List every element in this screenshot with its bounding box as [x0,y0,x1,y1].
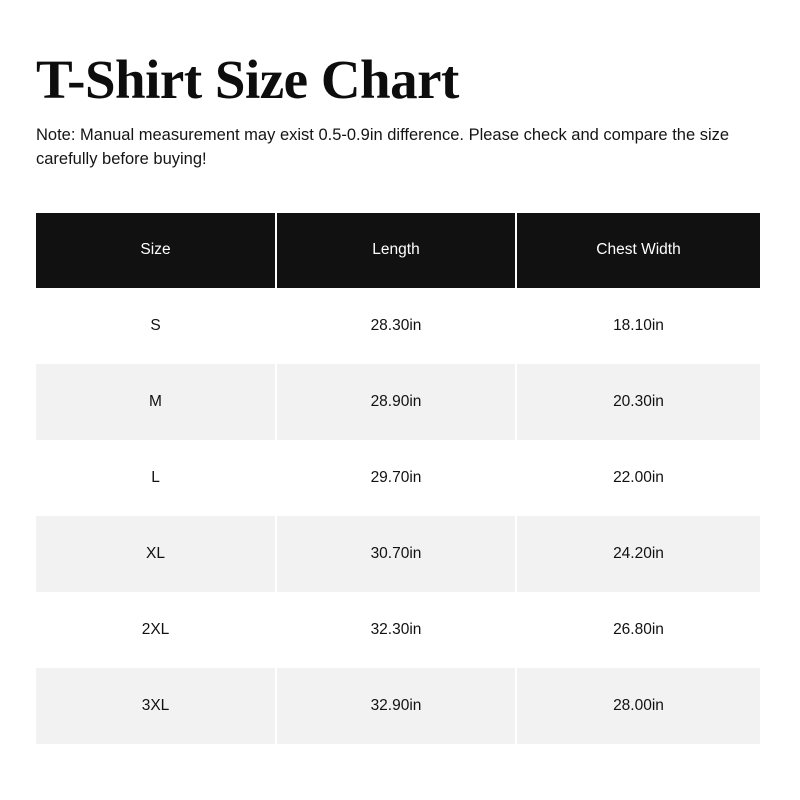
measurement-note: Note: Manual measurement may exist 0.5-0… [36,126,730,168]
cell-length: 32.30in [276,591,517,668]
table-row: 3XL 32.90in 28.00in [36,667,760,744]
cell-length: 28.90in [276,363,517,440]
table-row: S 28.30in 18.10in [36,287,760,364]
cell-chest-width: 22.00in [516,439,760,516]
table-row: 2XL 32.30in 26.80in [36,591,760,668]
table-row: L 29.70in 22.00in [36,439,760,516]
column-header-chest-width: Chest Width [516,212,760,288]
cell-chest-width: 28.00in [516,667,760,744]
cell-size: L [36,439,277,516]
size-chart-table: Size Length Chest Width S 28.30in 18.10i… [36,212,760,744]
table-header-row: Size Length Chest Width [36,212,760,288]
column-header-size: Size [36,212,277,288]
table-body: S 28.30in 18.10in M 28.90in 20.30in L 29… [36,287,760,744]
cell-length: 32.90in [276,667,517,744]
table-row: XL 30.70in 24.20in [36,515,760,592]
column-header-length: Length [276,212,517,288]
cell-length: 29.70in [276,439,517,516]
cell-size: 3XL [36,667,277,744]
cell-size: M [36,363,277,440]
cell-size: XL [36,515,277,592]
cell-chest-width: 26.80in [516,591,760,668]
cell-length: 28.30in [276,287,517,364]
cell-size: 2XL [36,591,277,668]
table-row: M 28.90in 20.30in [36,363,760,440]
cell-chest-width: 20.30in [516,363,760,440]
size-table-container: Size Length Chest Width S 28.30in 18.10i… [36,212,764,744]
cell-chest-width: 18.10in [516,287,760,364]
cell-length: 30.70in [276,515,517,592]
page-title: T-Shirt Size Chart [36,49,459,110]
cell-size: S [36,287,277,364]
cell-chest-width: 24.20in [516,515,760,592]
table-header: Size Length Chest Width [36,212,760,288]
